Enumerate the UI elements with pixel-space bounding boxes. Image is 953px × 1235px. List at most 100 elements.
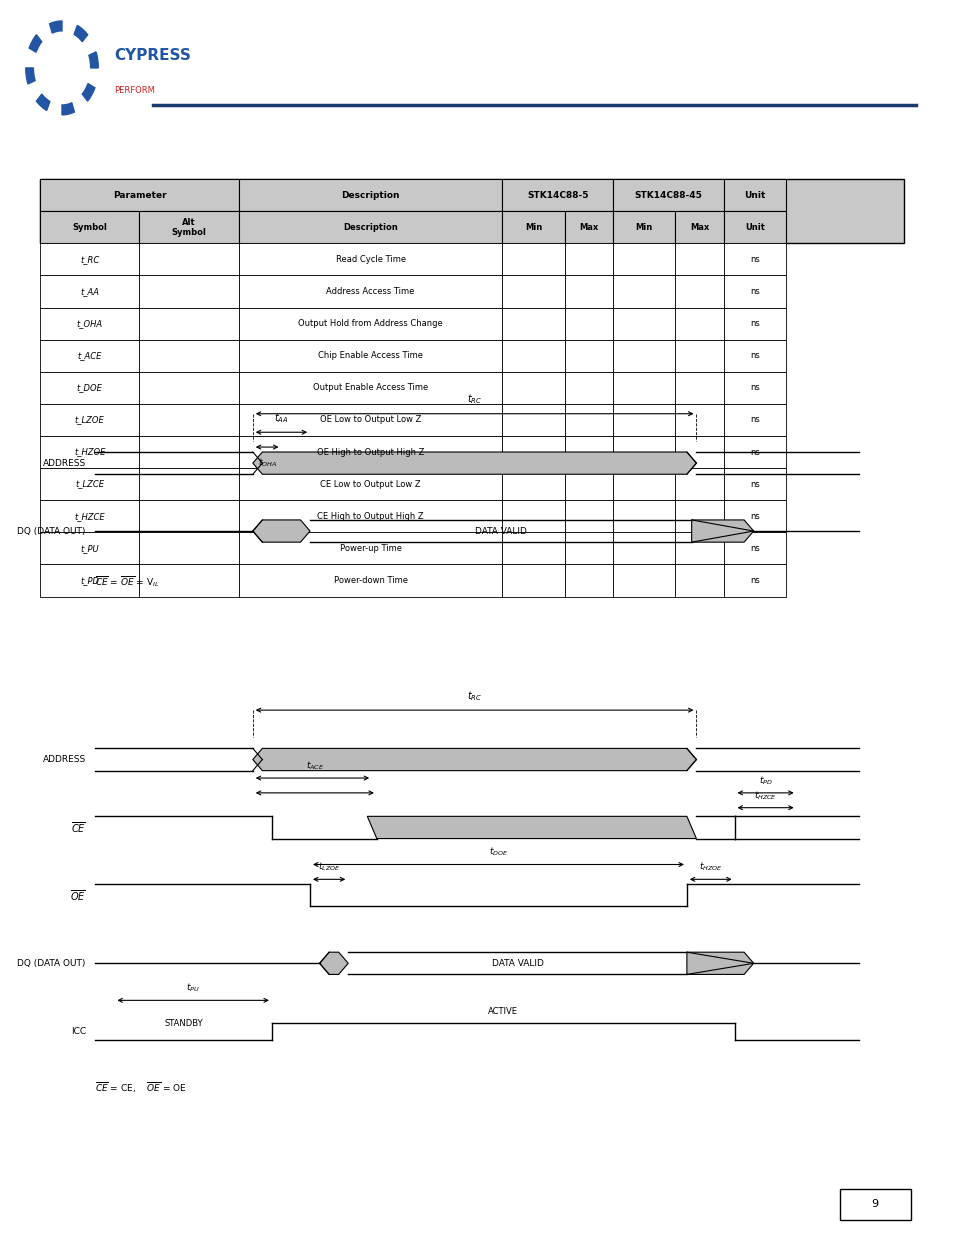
Bar <box>238 468 502 500</box>
Bar <box>238 275 502 308</box>
Bar <box>502 340 564 372</box>
Text: t_LZCE: t_LZCE <box>75 479 104 489</box>
Wedge shape <box>50 21 62 33</box>
Text: ADDRESS: ADDRESS <box>43 755 86 764</box>
Text: Description: Description <box>343 222 397 232</box>
Text: OE Low to Output Low Z: OE Low to Output Low Z <box>319 415 421 425</box>
Bar <box>40 564 139 597</box>
Text: OE High to Output High Z: OE High to Output High Z <box>316 447 424 457</box>
Bar <box>40 404 139 436</box>
Text: PERFORM: PERFORM <box>114 85 155 95</box>
Bar <box>723 436 785 468</box>
Text: ns: ns <box>749 415 759 425</box>
Bar <box>139 372 238 404</box>
Bar <box>238 211 502 243</box>
Bar <box>40 500 139 532</box>
Wedge shape <box>30 35 42 52</box>
Bar <box>564 564 613 597</box>
Text: $t_{DOE}$: $t_{DOE}$ <box>488 846 508 858</box>
Bar <box>564 436 613 468</box>
Bar <box>675 564 723 597</box>
Bar <box>613 436 675 468</box>
Bar <box>613 468 675 500</box>
Bar <box>40 340 139 372</box>
Text: t_ACE: t_ACE <box>77 351 102 361</box>
Bar <box>564 404 613 436</box>
Bar <box>675 243 723 275</box>
Bar <box>502 500 564 532</box>
Text: CE High to Output High Z: CE High to Output High Z <box>317 511 423 521</box>
Polygon shape <box>319 952 348 974</box>
Polygon shape <box>253 748 696 771</box>
Bar <box>502 468 564 500</box>
Bar <box>613 404 675 436</box>
Bar <box>839 1189 910 1220</box>
Polygon shape <box>691 520 753 542</box>
Bar <box>564 468 613 500</box>
Bar <box>139 243 238 275</box>
Bar <box>502 532 564 564</box>
Text: DATA VALID: DATA VALID <box>475 526 526 536</box>
Text: Description: Description <box>341 190 399 200</box>
Bar <box>564 243 613 275</box>
Bar <box>675 404 723 436</box>
Text: CE Low to Output Low Z: CE Low to Output Low Z <box>320 479 420 489</box>
Text: t_PD: t_PD <box>80 576 99 585</box>
Text: Address Access Time: Address Access Time <box>326 287 415 296</box>
Text: DQ (DATA OUT): DQ (DATA OUT) <box>17 526 86 536</box>
Bar <box>564 340 613 372</box>
Text: Output Hold from Address Change: Output Hold from Address Change <box>298 319 442 329</box>
Bar <box>139 468 238 500</box>
Text: Alt
Symbol: Alt Symbol <box>172 217 207 237</box>
Polygon shape <box>253 452 696 474</box>
Bar <box>613 211 675 243</box>
Bar <box>238 179 502 211</box>
Text: t_PU: t_PU <box>80 543 99 553</box>
Text: ns: ns <box>749 383 759 393</box>
Text: Chip Enable Access Time: Chip Enable Access Time <box>318 351 423 361</box>
Wedge shape <box>26 68 35 84</box>
Text: $\overline{OE}$: $\overline{OE}$ <box>70 888 86 903</box>
Bar <box>238 308 502 340</box>
Text: t_HZOE: t_HZOE <box>74 447 106 457</box>
Bar <box>613 308 675 340</box>
Text: t_RC: t_RC <box>80 254 99 264</box>
Text: Min: Min <box>524 222 541 232</box>
Text: DATA VALID: DATA VALID <box>491 958 543 968</box>
Bar <box>723 179 785 211</box>
Bar <box>564 532 613 564</box>
Text: t_OHA: t_OHA <box>76 319 103 329</box>
Text: 🌲: 🌲 <box>63 54 71 69</box>
Text: ns: ns <box>749 287 759 296</box>
Bar <box>139 340 238 372</box>
Polygon shape <box>367 816 696 839</box>
Bar <box>139 436 238 468</box>
Text: ns: ns <box>749 447 759 457</box>
Text: Power-up Time: Power-up Time <box>339 543 401 553</box>
Text: $\overline{CE}$ = $\overline{OE}$ = V$_{IL}$: $\overline{CE}$ = $\overline{OE}$ = V$_{… <box>95 574 160 589</box>
Bar <box>675 340 723 372</box>
Text: $t_{PU}$: $t_{PU}$ <box>186 982 200 994</box>
Bar <box>40 372 139 404</box>
Bar <box>139 275 238 308</box>
Text: t_HZCE: t_HZCE <box>74 511 105 521</box>
Text: $t_{HZCE}$: $t_{HZCE}$ <box>753 789 777 802</box>
Bar <box>502 308 564 340</box>
Text: ACTIVE: ACTIVE <box>488 1008 517 1016</box>
Bar <box>613 500 675 532</box>
Bar <box>502 211 564 243</box>
Bar <box>40 179 238 211</box>
Bar <box>723 340 785 372</box>
Bar <box>40 308 139 340</box>
Text: Symbol: Symbol <box>72 222 107 232</box>
Bar <box>723 468 785 500</box>
Text: $t_{RC}$: $t_{RC}$ <box>467 689 481 703</box>
Bar <box>723 275 785 308</box>
Bar <box>723 308 785 340</box>
Bar <box>238 564 502 597</box>
Text: ICC: ICC <box>71 1026 86 1036</box>
Bar <box>40 275 139 308</box>
Bar <box>675 468 723 500</box>
Bar <box>502 179 613 211</box>
Bar <box>502 564 564 597</box>
